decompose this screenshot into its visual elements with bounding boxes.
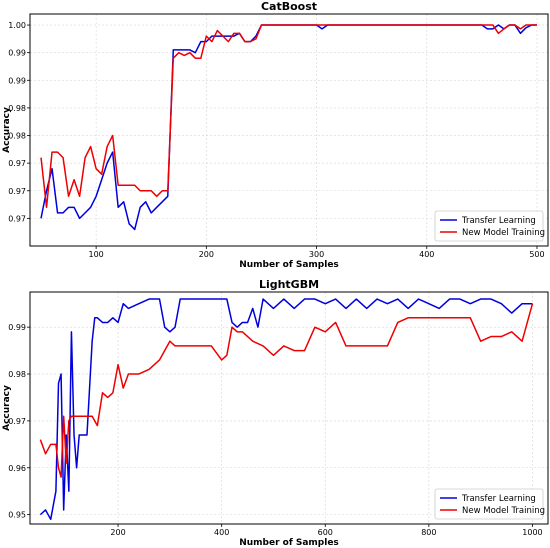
y-axis-label: Accuracy xyxy=(2,385,12,431)
x-tick-label: 200 xyxy=(110,528,125,537)
chart-panel-1: 100 200 300 400 500 0.97 0.97 0.97 0.98 0.98 0.99 0… xyxy=(2,0,549,270)
legend-entry: Transfer Learning xyxy=(461,494,536,504)
x-tick-label: 300 xyxy=(309,250,324,259)
legend-entry: Transfer Learning xyxy=(461,216,536,226)
y-tick-label: 0.95 xyxy=(8,511,26,520)
series-line-transfer-learning xyxy=(40,24,537,231)
y-tick-label: 0.97 xyxy=(8,187,26,196)
plot-frame xyxy=(29,13,549,247)
y-tick-label: 0.97 xyxy=(8,417,26,426)
series-line-transfer-learning xyxy=(39,298,533,521)
chart-panel-2: 200 400 600 800 1000 0.95 0.96 0.97 0.98 0.99 Ligh… xyxy=(2,278,549,548)
y-tick-label: 0.97 xyxy=(8,159,26,168)
x-tick-label: 500 xyxy=(529,250,544,259)
x-tick-label: 400 xyxy=(419,250,434,259)
y-tick-label: 0.97 xyxy=(8,214,26,223)
legend-entry: New Model Training xyxy=(462,506,545,516)
y-tick-label: 0.99 xyxy=(8,49,26,58)
y-tick-label: 0.96 xyxy=(8,464,26,473)
legend: Transfer Learning New Model Training xyxy=(434,210,545,242)
y-tick-label: 0.99 xyxy=(8,323,26,332)
chart-title: LightGBM xyxy=(259,278,319,291)
x-tick-label: 400 xyxy=(214,528,229,537)
x-axis-label: Number of Samples xyxy=(239,538,339,548)
series-line-new-model-training xyxy=(40,24,537,209)
x-tick-label: 600 xyxy=(318,528,333,537)
x-tick-label: 800 xyxy=(421,528,436,537)
y-tick-label: 1.00 xyxy=(8,21,26,30)
x-tick-label: 100 xyxy=(88,250,103,259)
legend-box xyxy=(434,210,544,242)
y-axis-label: Accuracy xyxy=(2,107,12,153)
legend: Transfer Learning New Model Training xyxy=(434,488,545,520)
y-tick-label: 0.98 xyxy=(8,104,26,113)
x-tick-label: 1000 xyxy=(522,528,542,537)
x-axis-label: Number of Samples xyxy=(239,260,339,270)
chart-title: CatBoost xyxy=(261,0,317,13)
y-tick-label: 0.98 xyxy=(8,370,26,379)
legend-box xyxy=(434,488,544,520)
plot-frame xyxy=(29,291,549,525)
y-tick-label: 0.98 xyxy=(8,132,26,141)
x-tick-label: 200 xyxy=(199,250,214,259)
series-line-new-model-training xyxy=(39,303,534,478)
y-tick-label: 0.99 xyxy=(8,76,26,85)
legend-entry: New Model Training xyxy=(462,228,545,238)
